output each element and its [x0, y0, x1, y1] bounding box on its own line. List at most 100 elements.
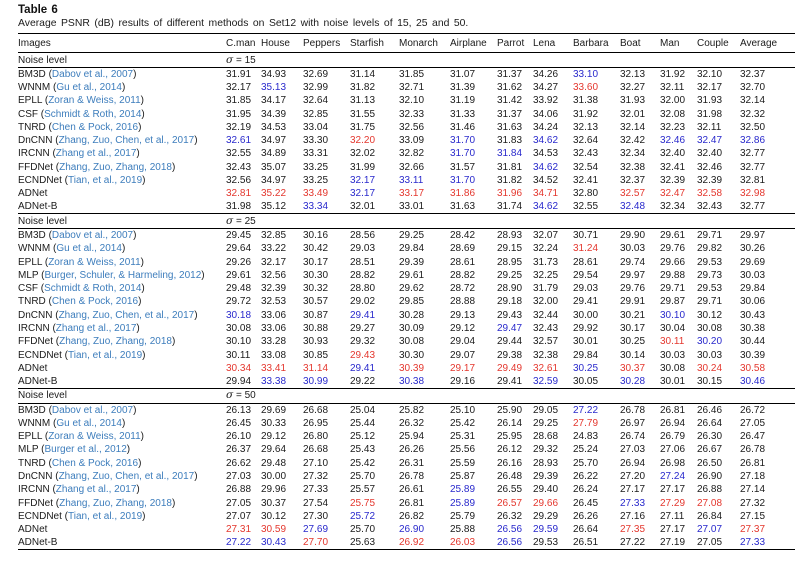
- method-name: TNRD: [18, 121, 46, 133]
- citation-link[interactable]: Dabov et al., 2007: [51, 68, 134, 80]
- method-name: BM3D: [18, 230, 46, 242]
- citation-link[interactable]: Burger, Schuler, & Harmeling, 2012: [44, 269, 202, 281]
- citation-link[interactable]: Chen & Pock, 2016: [51, 457, 139, 469]
- psnr-cell: 29.61: [399, 269, 425, 281]
- psnr-cell: 27.22: [226, 537, 252, 549]
- psnr-cell: 25.63: [350, 537, 376, 549]
- psnr-cell: 30.25: [573, 362, 599, 374]
- psnr-cell: 26.72: [740, 404, 766, 416]
- citation-link[interactable]: Zhang, Zuo, Zhang, 2018: [59, 497, 172, 509]
- psnr-cell: 29.59: [533, 524, 559, 536]
- psnr-cell: 31.19: [450, 95, 476, 107]
- citation-link[interactable]: Zhang et al., 2017: [55, 484, 137, 496]
- method-name: MLP: [18, 269, 39, 281]
- psnr-cell: 27.31: [226, 524, 252, 536]
- citation-link[interactable]: Dabov et al., 2007: [51, 230, 134, 242]
- psnr-cell: 29.41: [350, 362, 376, 374]
- citation-link[interactable]: Zoran & Weiss, 2011: [48, 256, 141, 268]
- psnr-cell: 31.82: [497, 175, 523, 187]
- citation-link[interactable]: Tian, et al., 2019: [68, 349, 143, 361]
- citation-link[interactable]: Gu et al., 2014: [56, 81, 122, 93]
- noise-level-label: Noise level: [18, 215, 67, 227]
- psnr-cell: 28.88: [450, 296, 476, 308]
- psnr-cell: 25.87: [450, 470, 476, 482]
- citation-link[interactable]: Chen & Pock, 2016: [51, 296, 139, 308]
- psnr-cell: 32.53: [261, 296, 287, 308]
- citation-link[interactable]: Zhang et al., 2017: [55, 148, 137, 160]
- sigma-value: σ = 15: [226, 53, 256, 66]
- psnr-cell: 26.56: [497, 537, 523, 549]
- psnr-cell: 25.82: [399, 404, 425, 416]
- citation-link[interactable]: Zhang, Zuo, Chen, et al., 2017: [58, 470, 195, 482]
- psnr-cell: 27.14: [740, 484, 766, 496]
- citation-link[interactable]: Zhang, Zuo, Zhang, 2018: [59, 336, 172, 348]
- psnr-cell: 30.12: [697, 309, 723, 321]
- psnr-cell: 29.87: [660, 296, 686, 308]
- psnr-cell: 32.42: [620, 135, 646, 147]
- citation-link[interactable]: Burger et al., 2012: [44, 444, 127, 456]
- method-cell: ECNDNet (Tian, et al., 2019): [18, 349, 146, 361]
- psnr-cell: 25.95: [497, 431, 523, 443]
- psnr-cell: 31.14: [350, 68, 376, 80]
- psnr-cell: 30.03: [620, 243, 646, 255]
- psnr-cell: 32.58: [697, 188, 723, 200]
- psnr-cell: 28.80: [350, 283, 376, 295]
- psnr-cell: 26.55: [497, 484, 523, 496]
- sigma-value: σ = 25: [226, 214, 256, 227]
- psnr-cell: 29.97: [620, 269, 646, 281]
- psnr-cell: 30.37: [261, 497, 287, 509]
- psnr-cell: 31.95: [226, 108, 252, 120]
- citation-link[interactable]: Zhang, Zuo, Chen, et al., 2017: [58, 135, 195, 147]
- table-row: TNRD (Chen & Pock, 2016) 26.62 29.48 27.10 2…: [18, 457, 795, 470]
- psnr-cell: 29.61: [226, 269, 252, 281]
- citation-link[interactable]: Chen & Pock, 2016: [51, 121, 139, 133]
- psnr-cell: 29.97: [740, 230, 766, 242]
- citation-link[interactable]: Zhang, Zuo, Chen, et al., 2017: [58, 309, 195, 321]
- psnr-cell: 33.09: [399, 135, 425, 147]
- psnr-cell: 30.88: [303, 322, 329, 334]
- column-header: Barbara: [573, 37, 609, 49]
- psnr-cell: 26.37: [226, 444, 252, 456]
- psnr-cell: 27.05: [740, 417, 766, 429]
- citation-link[interactable]: Zoran & Weiss, 2011: [48, 95, 141, 107]
- table-row: WNNM (Gu et al., 2014) 29.64 33.22 30.42 29.…: [18, 242, 795, 255]
- psnr-cell: 26.47: [740, 431, 766, 443]
- citation-link[interactable]: Schmidt & Roth, 2014: [44, 108, 142, 120]
- psnr-cell: 26.13: [226, 404, 252, 416]
- psnr-cell: 25.90: [497, 404, 523, 416]
- table-row: BM3D (Dabov et al., 2007) 29.45 32.85 30.16…: [18, 229, 795, 242]
- table-row: EPLL (Zoran & Weiss, 2011) 29.26 32.17 30.1…: [18, 255, 795, 268]
- psnr-cell: 31.63: [450, 201, 476, 213]
- citation-link[interactable]: Gu et al., 2014: [56, 417, 122, 429]
- psnr-cell: 32.46: [697, 161, 723, 173]
- psnr-cell: 29.43: [350, 349, 376, 361]
- table-row: EPLL (Zoran & Weiss, 2011) 31.85 34.17 32.6…: [18, 94, 795, 107]
- psnr-cell: 32.17: [226, 81, 252, 93]
- psnr-cell: 26.45: [226, 417, 252, 429]
- citation-link[interactable]: Zhang, Zuo, Zhang, 2018: [59, 161, 172, 173]
- citation-link[interactable]: Tian, et al., 2019: [68, 510, 143, 522]
- citation-link[interactable]: Zhang et al., 2017: [55, 322, 137, 334]
- psnr-cell: 26.26: [399, 444, 425, 456]
- psnr-cell: 32.17: [350, 175, 376, 187]
- psnr-cell: 26.78: [399, 470, 425, 482]
- table-row: ECNDNet (Tian, et al., 2019) 32.56 34.97 33…: [18, 174, 795, 187]
- noise-level-row: Noise level σ = 50: [18, 388, 795, 404]
- method-cell: WNNM (Gu et al., 2014): [18, 243, 126, 255]
- psnr-cell: 30.34: [226, 362, 252, 374]
- psnr-cell: 29.26: [226, 256, 252, 268]
- psnr-cell: 27.24: [660, 470, 686, 482]
- psnr-cell: 32.64: [573, 135, 599, 147]
- psnr-cell: 26.48: [497, 470, 523, 482]
- citation-link[interactable]: Tian, et al., 2019: [68, 175, 143, 187]
- psnr-cell: 31.96: [497, 188, 523, 200]
- psnr-cell: 32.00: [660, 95, 686, 107]
- citation-link[interactable]: Zoran & Weiss, 2011: [48, 431, 141, 443]
- psnr-cell: 25.75: [350, 497, 376, 509]
- citation-link[interactable]: Schmidt & Roth, 2014: [44, 283, 142, 295]
- psnr-cell: 31.62: [497, 81, 523, 93]
- psnr-cell: 27.37: [740, 524, 766, 536]
- psnr-cell: 25.24: [573, 444, 599, 456]
- citation-link[interactable]: Dabov et al., 2007: [51, 404, 134, 416]
- citation-link[interactable]: Gu et al., 2014: [56, 243, 122, 255]
